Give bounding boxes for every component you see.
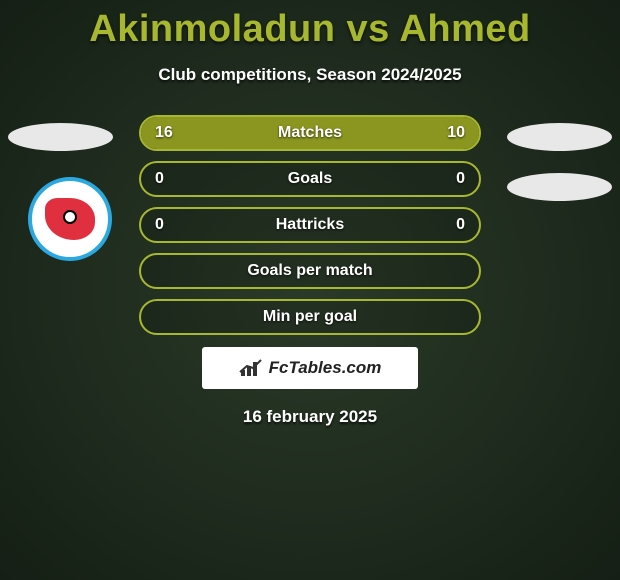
stat-value-left: 0 (155, 170, 164, 188)
player-slot-left-top (8, 123, 113, 151)
stat-value-right: 10 (447, 124, 465, 142)
subtitle: Club competitions, Season 2024/2025 (0, 65, 620, 85)
stat-row: 0 0 Goals (139, 161, 481, 197)
stat-row: Goals per match (139, 253, 481, 289)
stat-bars: 16 10 Matches 0 0 Goals 0 0 Hattricks Goals per m… (139, 115, 481, 335)
player-slot-right-mid (507, 173, 612, 201)
chart-icon (239, 358, 263, 378)
stat-label: Matches (278, 124, 342, 142)
stat-label: Goals per match (247, 262, 372, 280)
stat-value-right: 0 (456, 216, 465, 234)
stat-value-left: 16 (155, 124, 173, 142)
watermark-text: FcTables.com (269, 358, 382, 378)
stat-label: Goals (288, 170, 332, 188)
stat-label: Hattricks (276, 216, 344, 234)
stat-label: Min per goal (263, 308, 357, 326)
page-title: Akinmoladun vs Ahmed (0, 0, 620, 51)
stat-value-left: 0 (155, 216, 164, 234)
comparison-panel: 16 10 Matches 0 0 Goals 0 0 Hattricks Goals per m… (0, 115, 620, 427)
stat-row: 16 10 Matches (139, 115, 481, 151)
stat-row: 0 0 Hattricks (139, 207, 481, 243)
date-label: 16 february 2025 (0, 407, 620, 427)
club-badge-left (28, 177, 112, 261)
stat-value-right: 0 (456, 170, 465, 188)
player-slot-right-top (507, 123, 612, 151)
stat-row: Min per goal (139, 299, 481, 335)
watermark: FcTables.com (202, 347, 418, 389)
